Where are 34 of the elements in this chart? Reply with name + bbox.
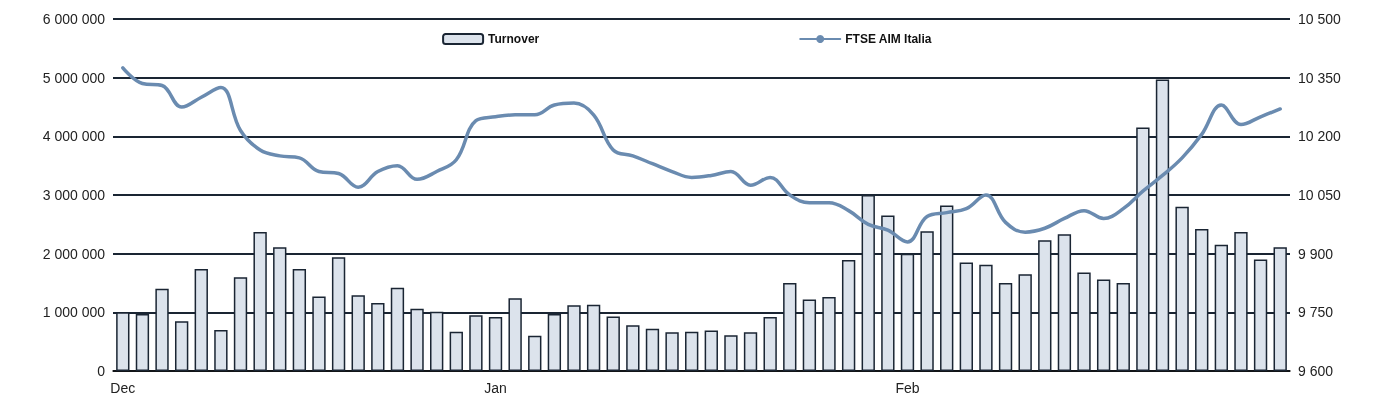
y-tick-label: 4 000 000 — [42, 128, 106, 145]
y-tick-label: 3 000 000 — [42, 187, 106, 203]
bar — [174, 321, 189, 371]
bar — [449, 331, 463, 371]
y2-tick-label: 10 050 — [1298, 187, 1342, 203]
y2-tick-label: 9 750 — [1298, 304, 1334, 321]
line-series — [121, 66, 1282, 244]
bar — [724, 335, 738, 371]
bar — [488, 317, 503, 371]
y-tick-label: 5 000 000 — [42, 69, 106, 86]
y-tick-label: 6 000 000 — [42, 11, 106, 27]
legend-label: Turnover — [488, 32, 540, 46]
bar — [685, 331, 699, 371]
bar — [528, 335, 542, 371]
x-tick-label: Feb — [895, 380, 920, 396]
y2-tick-label: 10 350 — [1298, 69, 1342, 86]
x-tick-label: Jan — [484, 380, 507, 396]
bar — [626, 325, 640, 371]
x-tick-label: Dec — [110, 380, 136, 396]
bar — [704, 330, 718, 371]
y2-tick-label: 10 200 — [1298, 128, 1342, 145]
y2-tick-label: 9 600 — [1298, 363, 1334, 379]
bar — [214, 329, 228, 371]
legend-label: FTSE AIM Italia — [845, 32, 932, 46]
y-tick-label: 0 — [97, 363, 106, 379]
y-tick-label: 1 000 000 — [42, 304, 106, 321]
bar — [645, 328, 660, 371]
bar — [606, 316, 620, 371]
y2-tick-label: 9 900 — [1298, 245, 1334, 262]
bar — [763, 317, 777, 371]
y-tick-label: 2 000 000 — [42, 245, 106, 262]
bar — [743, 332, 758, 371]
bar — [665, 332, 679, 371]
y2-tick-label: 10 500 — [1298, 11, 1342, 27]
